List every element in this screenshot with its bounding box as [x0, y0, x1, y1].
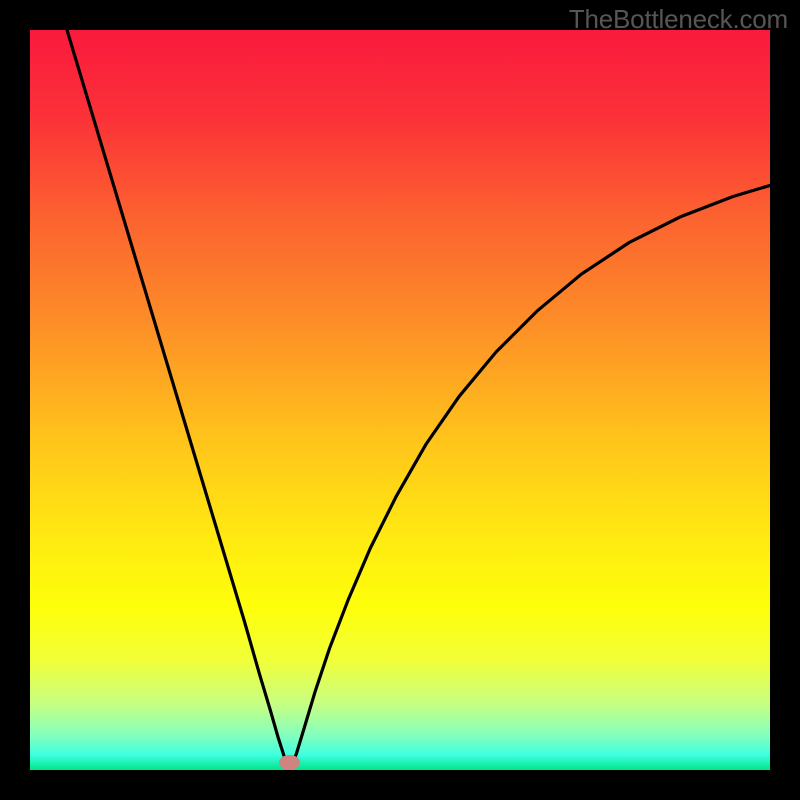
gradient-background — [30, 30, 770, 770]
minimum-marker — [279, 755, 300, 770]
plot-area — [30, 30, 770, 770]
chart-frame: TheBottleneck.com — [0, 0, 800, 800]
